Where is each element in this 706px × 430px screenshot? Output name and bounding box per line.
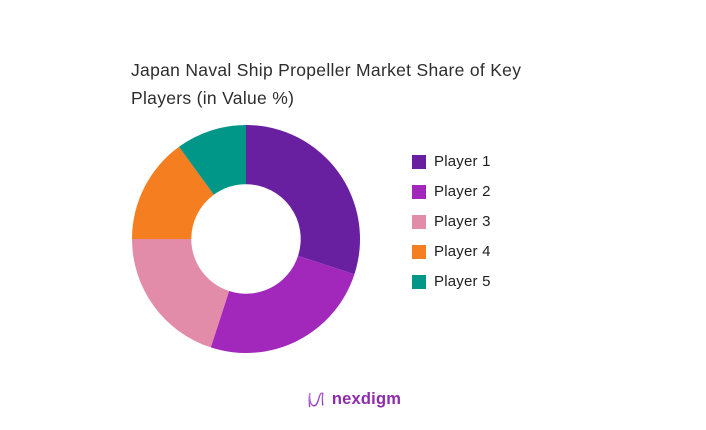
legend-item-player-3: Player 3	[412, 213, 491, 230]
brand-name: nexdigm	[331, 389, 402, 408]
legend-swatch-icon	[412, 274, 426, 289]
legend-item-player-2: Player 2	[412, 183, 491, 200]
legend-label: Player 1	[434, 153, 491, 170]
legend: Player 1 Player 2 Player 3 Player 4 Player 5	[412, 153, 491, 304]
legend-item-player-4: Player 4	[412, 243, 491, 260]
legend-swatch-icon	[412, 244, 426, 259]
legend-item-player-5: Player 5	[412, 273, 491, 290]
nexdigm-logo-icon	[308, 392, 324, 408]
donut-slice-player-1	[246, 125, 361, 275]
donut-chart	[132, 125, 361, 354]
donut-slice-player-5	[178, 125, 246, 195]
legend-label: Player 5	[434, 273, 491, 290]
chart-title: Japan Naval Ship Propeller Market Share …	[131, 56, 571, 112]
chart-title-line-1: Japan Naval Ship Propeller Market Share …	[131, 60, 522, 80]
legend-label: Player 4	[434, 243, 491, 260]
legend-label: Player 2	[434, 183, 491, 200]
legend-swatch-icon	[412, 214, 426, 229]
legend-swatch-icon	[412, 154, 426, 169]
legend-swatch-icon	[412, 184, 426, 199]
legend-item-player-1: Player 1	[412, 153, 491, 170]
chart-title-line-2: Players (in Value %)	[131, 88, 295, 108]
donut-slice-player-4	[132, 146, 214, 239]
donut-slice-player-3	[132, 239, 230, 348]
donut-slice-player-2	[210, 255, 355, 354]
brand-footer: nexdigm	[0, 388, 706, 410]
legend-label: Player 3	[434, 213, 491, 230]
